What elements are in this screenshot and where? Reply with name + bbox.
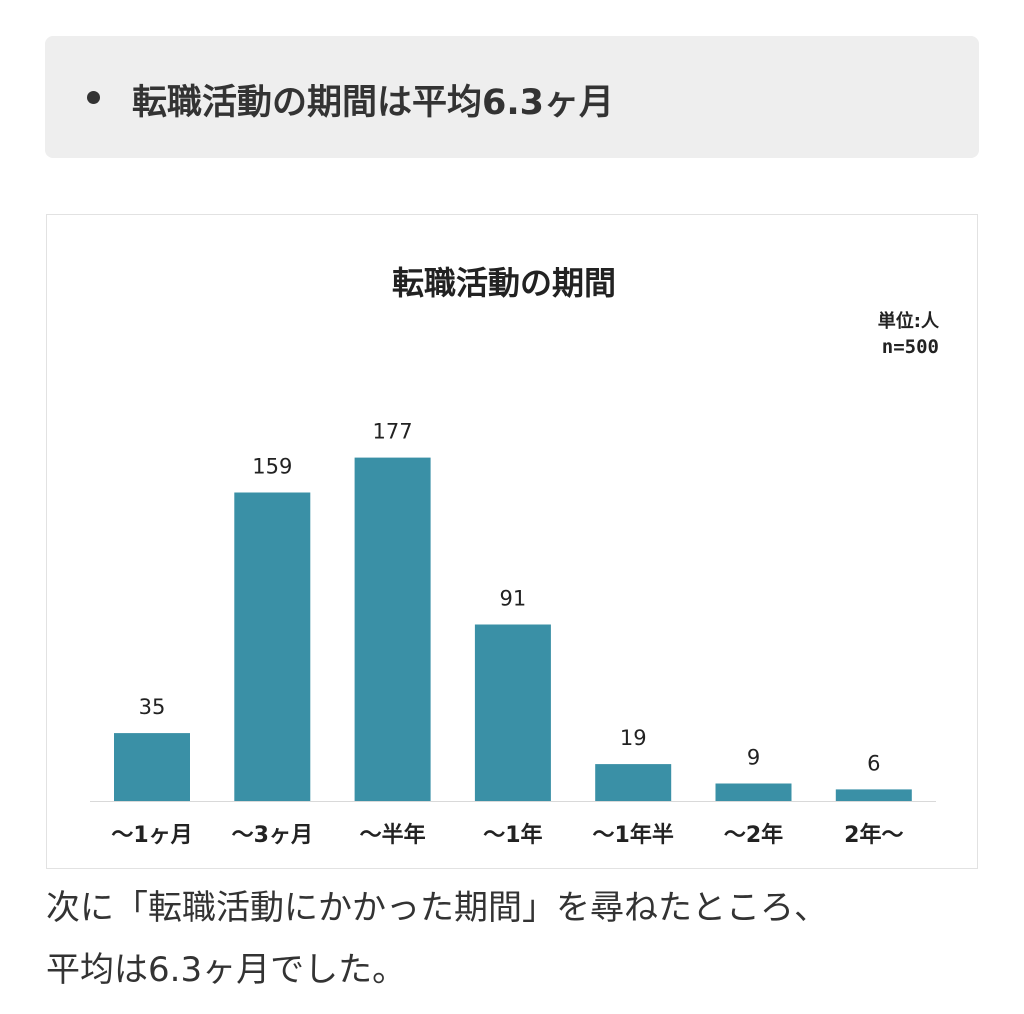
value-label-2: 159 (252, 455, 292, 479)
category-label-7: 2年〜 (844, 822, 903, 848)
bar-1 (114, 733, 190, 801)
value-labels-group: 35 159 177 91 19 9 6 (139, 420, 881, 776)
bar-6 (715, 783, 792, 801)
category-label-2: 〜3ヶ月 (232, 823, 313, 848)
value-label-1: 35 (139, 695, 166, 719)
category-label-6: 〜2年 (724, 822, 783, 848)
category-label-3: 〜半年 (360, 822, 426, 848)
value-label-6: 9 (747, 746, 760, 770)
value-label-7: 6 (867, 751, 880, 775)
bar-5 (595, 764, 672, 801)
summary-box (45, 36, 979, 158)
body-text-line-1: 次に「転職活動にかかった期間」を尋ねたところ、 (46, 888, 828, 928)
bar-4 (474, 624, 551, 801)
bars-group (114, 457, 912, 801)
bar-3 (354, 457, 431, 801)
summary-text: 転職活動の期間は平均6.3ヶ月 (132, 83, 615, 123)
sample-size-label: n=500 (882, 336, 939, 358)
bar-2 (234, 492, 311, 801)
bar-chart: 転職活動の期間 単位:人 n=500 35 159 177 91 19 9 6 〜1ヶ月 〜3… (90, 264, 940, 848)
body-text-line-2: 平均は6.3ヶ月でした。 (46, 950, 407, 990)
unit-label: 単位:人 (878, 310, 940, 332)
category-label-5: 〜1年半 (593, 822, 674, 848)
value-label-5: 19 (620, 726, 647, 750)
category-label-1: 〜1ヶ月 (111, 823, 192, 848)
bullet-icon (87, 91, 100, 104)
value-label-4: 91 (500, 587, 527, 611)
category-label-4: 〜1年 (483, 822, 542, 848)
category-labels-group: 〜1ヶ月 〜3ヶ月 〜半年 〜1年 〜1年半 〜2年 2年〜 (111, 822, 903, 848)
value-label-3: 177 (373, 420, 413, 444)
chart-title: 転職活動の期間 (392, 264, 616, 302)
bar-7 (835, 789, 912, 801)
